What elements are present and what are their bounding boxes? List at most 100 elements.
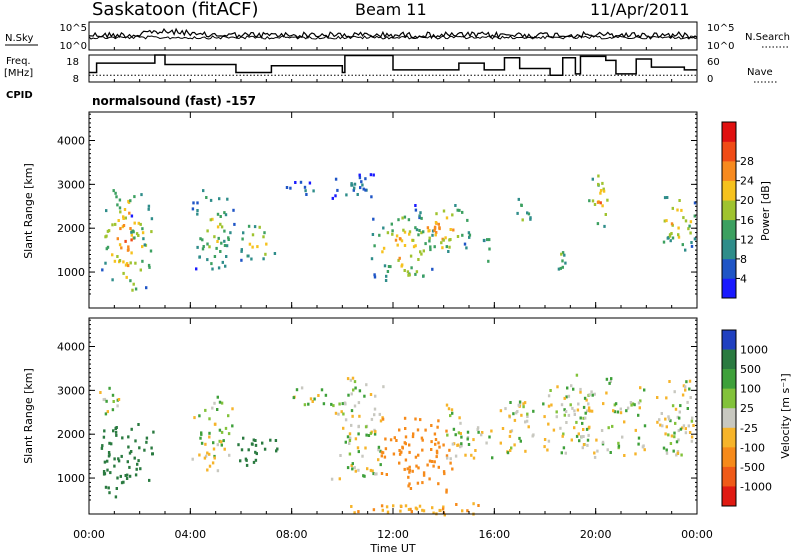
scatter-cell <box>227 238 230 241</box>
scatter-cell <box>587 426 591 430</box>
scatter-cell <box>693 201 697 205</box>
scatter-cell <box>251 245 254 249</box>
scatter-cell <box>403 230 407 234</box>
scatter-cell <box>403 269 406 272</box>
colorbar-tick-label: 100 <box>740 383 761 396</box>
scatter-cell <box>459 421 462 425</box>
scatter-cell <box>227 236 230 240</box>
scatter-cell <box>395 439 398 442</box>
colorbar-segment <box>722 427 736 448</box>
scatter-cell <box>130 214 134 218</box>
scatter-cell <box>460 435 463 439</box>
freq-label-2: [MHz] <box>4 68 33 79</box>
colorbar-tick-label: 4 <box>740 272 747 285</box>
scatter-cell <box>421 438 424 442</box>
scatter-cell <box>435 451 439 455</box>
y-tick-label: 4000 <box>57 341 85 354</box>
scatter-cell <box>454 204 457 207</box>
scatter-cell <box>688 224 691 228</box>
scatter-cell <box>404 442 407 446</box>
scatter-cell <box>150 217 154 221</box>
scatter-cell <box>412 432 415 436</box>
scatter-cell <box>430 424 433 427</box>
scatter-cell <box>141 259 144 263</box>
scatter-cell <box>353 511 356 515</box>
scatter-cell <box>208 431 211 435</box>
scatter-cell <box>351 376 355 380</box>
scatter-cell <box>129 279 132 283</box>
scatter-cell <box>312 189 315 193</box>
scatter-cell <box>117 219 120 222</box>
scatter-cell <box>686 407 689 410</box>
scatter-cell <box>358 414 361 418</box>
noise-search-label: N.Search <box>745 32 790 43</box>
scatter-cell <box>468 233 472 237</box>
scatter-cell <box>688 431 692 434</box>
scatter-cell <box>680 453 683 457</box>
scatter-cell <box>198 414 201 418</box>
scatter-cell <box>614 402 618 406</box>
scatter-cell <box>200 431 203 435</box>
scatter-cell <box>509 449 512 452</box>
scatter-cell <box>408 482 411 486</box>
scatter-cell <box>442 470 446 474</box>
scatter-cell <box>100 446 104 450</box>
colorbar-segment <box>722 369 736 389</box>
scatter-cell <box>617 441 620 445</box>
scatter-cell <box>337 412 340 416</box>
y-tick-label: 2000 <box>57 222 85 235</box>
scatter-cell <box>419 418 422 422</box>
scatter-cell <box>227 432 231 436</box>
scatter-cell <box>342 412 345 416</box>
scatter-cell <box>669 419 672 423</box>
scatter-cell <box>247 224 251 228</box>
scatter-cell <box>129 199 132 203</box>
scatter-cell <box>357 432 360 436</box>
scatter-cell <box>344 418 348 422</box>
scatter-cell <box>515 411 518 415</box>
scatter-cell <box>253 225 257 229</box>
scatter-cell <box>331 196 334 200</box>
scatter-cell <box>348 432 352 436</box>
scatter-cell <box>561 265 564 269</box>
scatter-cell <box>398 428 401 432</box>
scatter-cell <box>690 241 693 244</box>
scatter-cell <box>414 226 417 230</box>
scatter-cell <box>437 419 440 423</box>
scatter-cell <box>573 413 576 416</box>
scatter-cell <box>139 268 142 272</box>
scatter-cell <box>576 408 580 412</box>
scatter-cell <box>381 250 384 254</box>
scatter-cell <box>343 401 347 405</box>
scatter-cell <box>122 260 125 264</box>
scatter-cell <box>294 181 297 184</box>
scatter-cell <box>563 413 566 417</box>
scatter-cell <box>411 435 415 439</box>
scatter-cell <box>358 176 362 180</box>
scatter-cell <box>365 383 368 387</box>
scatter-cell <box>671 206 674 210</box>
scatter-cell <box>130 427 133 431</box>
scatter-cell <box>370 195 373 199</box>
scatter-cell <box>141 231 145 235</box>
scatter-cell <box>626 406 630 410</box>
scatter-cell <box>147 204 151 208</box>
scatter-cell <box>665 219 668 223</box>
scatter-cell <box>561 259 564 263</box>
scatter-cell <box>433 432 437 436</box>
scatter-cell <box>409 254 413 258</box>
scatter-cell <box>476 428 479 431</box>
scatter-cell <box>510 429 514 433</box>
scatter-cell <box>442 443 445 447</box>
scatter-cell <box>609 451 612 454</box>
scatter-cell <box>437 222 440 226</box>
colorbar-tick-label: 1000 <box>740 344 768 357</box>
scatter-cell <box>586 443 589 447</box>
scatter-cell <box>357 510 360 514</box>
scatter-cell <box>684 388 687 392</box>
colorbar-tick-label: 500 <box>740 363 761 376</box>
scatter-cell <box>347 393 350 397</box>
scatter-cell <box>562 432 565 436</box>
scatter-cell <box>224 213 228 217</box>
scatter-cell <box>303 403 307 407</box>
